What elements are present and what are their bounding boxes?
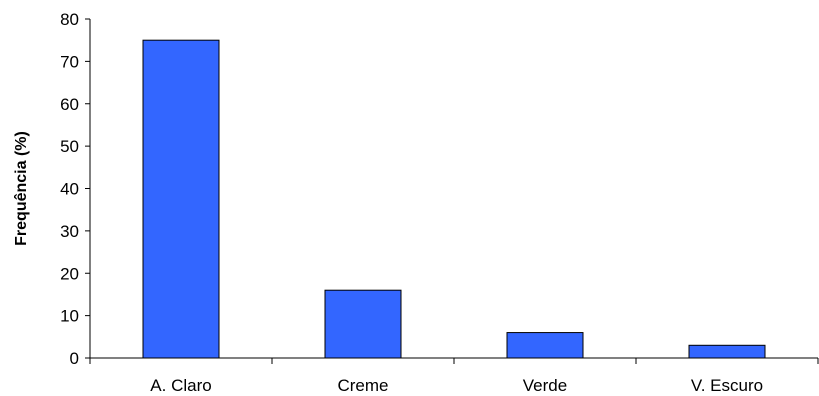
bar [506,332,584,359]
y-axis-title: Frequência (%) [13,131,30,246]
y-tick-label: 50 [60,137,79,156]
x-axis-ticks: A. Claro Creme Verde V. Escuro [89,358,819,395]
x-tick-label: Creme [337,376,388,395]
bar [688,344,766,359]
x-tick-label: A. Claro [150,376,211,395]
y-tick-label: 40 [60,180,79,199]
y-tick-label: 10 [60,307,79,326]
y-axis-ticks: 0 10 20 30 40 50 60 70 80 [60,10,90,368]
bars [142,39,766,359]
y-tick-label: 20 [60,264,79,283]
x-tick-label: V. Escuro [691,376,763,395]
y-tick-label: 80 [60,10,79,29]
bar [142,39,220,359]
y-tick-label: 70 [60,52,79,71]
bar [324,289,402,359]
y-tick-label: 0 [70,349,79,368]
x-tick-label: Verde [523,376,567,395]
y-tick-label: 60 [60,95,79,114]
y-tick-label: 30 [60,222,79,241]
